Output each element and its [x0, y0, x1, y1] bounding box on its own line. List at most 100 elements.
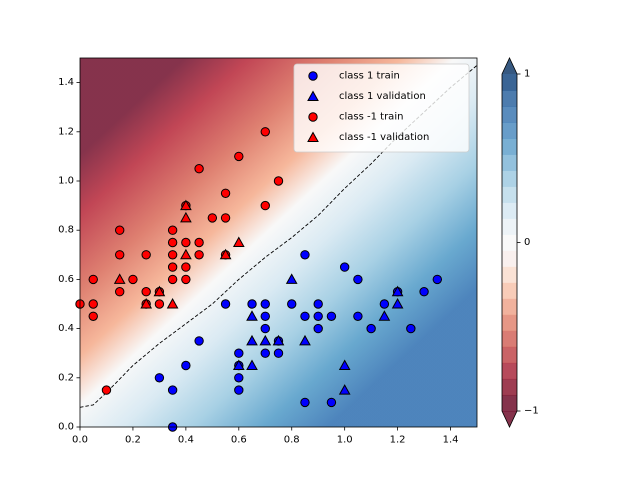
class-1-train-point [154, 299, 165, 309]
x-tick-label: 0.6 [231, 435, 247, 446]
y-tick-label: 0.4 [58, 323, 74, 334]
colorbar-level [502, 346, 517, 364]
colorbar-level [502, 314, 517, 332]
class-1-validation-point [391, 297, 404, 309]
class-1-validation-point [272, 334, 285, 346]
colorbar-level [502, 378, 517, 396]
class-1-train-point [167, 237, 178, 248]
class-1-train-point [419, 287, 429, 297]
class-1-train-point [167, 225, 178, 235]
colorbar-extend-top [502, 58, 517, 74]
class-1-train-point [379, 299, 390, 309]
class-1-train-point [220, 213, 231, 223]
class-1-train-point [353, 311, 363, 321]
colorbar-level [502, 74, 517, 91]
class-1-train-point [234, 373, 244, 383]
class-1-train-point [273, 176, 284, 186]
class-1-train-point [167, 385, 178, 395]
class-1-train-point [260, 348, 270, 358]
legend-marker [307, 90, 319, 101]
legend-marker [307, 131, 319, 142]
x-tick-label: 0.4 [178, 435, 194, 446]
colorbar-level [502, 298, 517, 316]
class-1-train-point [313, 323, 323, 334]
class-1-train-point [300, 311, 310, 321]
colorbar-extend-bottom [502, 411, 517, 427]
class-1-train-point [234, 151, 244, 162]
class-1-train-point [260, 323, 270, 334]
x-axis: 0.0 0.2 0.4 0.6 0.8 1.0 1.2 1.4 [72, 427, 458, 446]
class-1-train-point [181, 237, 191, 248]
class-1-train-point [181, 274, 191, 285]
class-1-train-point [313, 299, 323, 309]
y-tick-label: 0.8 [58, 225, 74, 236]
class-1-train-point [181, 262, 191, 272]
x-tick-label: 0.0 [72, 435, 88, 446]
class-1-train-point [194, 250, 204, 260]
class-1-train-point [313, 311, 323, 321]
class-1-train-point [300, 250, 310, 260]
colorbar-level [502, 362, 517, 380]
colorbar: 1 0 −1 [501, 57, 539, 428]
class-1-train-point [167, 250, 178, 260]
class-1-train-point [366, 323, 376, 334]
class-1-train-point [260, 127, 270, 137]
class-1-train-point [353, 274, 363, 285]
class-1-train-point [326, 311, 337, 321]
legend-label: class -1 validation [339, 132, 429, 143]
colorbar-level [502, 122, 517, 139]
y-tick-label: 0.2 [58, 372, 74, 383]
class-1-validation-point [153, 285, 166, 297]
class-1-train-point [194, 237, 204, 248]
x-tick-label: 0.2 [125, 435, 141, 446]
class-1-validation-point [299, 334, 311, 346]
class-1-validation-point [180, 199, 192, 211]
y-tick-label: 0.6 [58, 274, 74, 285]
class-1-train-point [194, 336, 204, 346]
colorbar-tick-label: 1 [524, 69, 530, 80]
class-1-validation-point [166, 297, 179, 309]
class-1-validation-point [232, 359, 245, 370]
class-1-train-point [207, 213, 218, 223]
class-1-train-point [128, 274, 138, 285]
colorbar-level [502, 202, 517, 219]
class-1-train-point [247, 299, 257, 309]
colorbar-level [502, 266, 517, 284]
class-1-validation-point [219, 248, 232, 260]
colorbar-level [502, 250, 517, 267]
legend: class 1 train class 1 validation class -1 … [293, 63, 470, 153]
class-1-train-point [141, 287, 151, 297]
class-1-train-point [220, 188, 231, 199]
class-1-validation-point [391, 285, 404, 297]
class-1-train-point [406, 323, 416, 334]
colorbar-level [502, 330, 517, 348]
class-1-train-point [88, 311, 98, 321]
colorbar-level [502, 394, 517, 412]
class-1-validation-point [338, 384, 351, 395]
data-points-layer [75, 127, 442, 432]
y-axis: 0.0 0.2 0.4 0.6 0.8 1.0 1.2 1.4 [58, 77, 80, 433]
class-1-validation-point [378, 310, 391, 321]
y-tick-label: 0.0 [58, 422, 74, 433]
class-1-train-point [234, 348, 244, 358]
class-1-train-point [287, 299, 297, 309]
colorbar-level [502, 282, 517, 300]
class-1-train-point [88, 299, 98, 309]
class-1-validation-point [285, 273, 298, 284]
class-1-train-point [326, 397, 337, 408]
x-tick-label: 1.0 [337, 435, 353, 446]
colorbar-level [502, 106, 517, 123]
class-1-train-point [300, 397, 310, 408]
class-1-validation-point [246, 310, 258, 321]
legend-marker [308, 112, 318, 122]
colorbar-tick-label: 0 [524, 237, 530, 248]
class-1-validation-point [246, 359, 258, 370]
class-1-train-point [181, 360, 191, 371]
class-1-train-point [260, 200, 270, 211]
legend-label: class 1 validation [339, 91, 426, 102]
class-1-train-point [154, 373, 165, 383]
class-1-validation-point [180, 211, 192, 223]
class-1-train-point [167, 274, 178, 285]
class-1-validation-point [113, 273, 126, 284]
